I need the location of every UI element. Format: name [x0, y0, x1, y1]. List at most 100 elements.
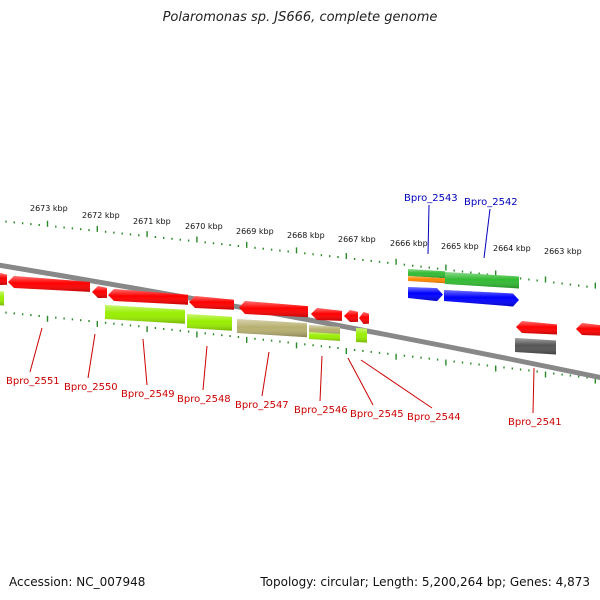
minor-tick: [13, 221, 15, 224]
minor-tick: [528, 369, 530, 372]
gene-2543-shading: [408, 287, 443, 302]
minor-tick: [212, 333, 215, 336]
gene-2542-shading: [444, 290, 519, 307]
minor-tick: [80, 319, 82, 322]
cog-lime-2549-shading: [105, 305, 185, 324]
minor-tick: [511, 367, 513, 370]
gene-2551-shading: [8, 276, 90, 292]
minor-tick: [519, 277, 522, 280]
cog-green-2542-shading: [445, 272, 519, 289]
minor-tick: [578, 375, 580, 378]
minor-tick: [237, 335, 240, 338]
minor-tick: [262, 338, 264, 341]
minor-tick: [503, 366, 505, 369]
minor-tick: [320, 345, 323, 348]
minor-tick: [38, 314, 40, 317]
gene-label[interactable]: Bpro_2550: [64, 382, 118, 393]
gene-label[interactable]: Bpro_2548: [177, 394, 231, 405]
cog-green-2543-shading: [408, 269, 445, 279]
minor-tick: [221, 334, 223, 337]
genome-backbone: [0, 262, 600, 381]
minor-tick: [362, 349, 364, 352]
gene-label[interactable]: Bpro_2547: [235, 400, 289, 411]
minor-tick: [63, 226, 65, 229]
minor-tick: [561, 282, 563, 285]
minor-tick: [428, 266, 430, 269]
gene-2550-shading: [92, 286, 107, 298]
gene-label[interactable]: Bpro_2546: [294, 405, 348, 416]
leader-line: [142, 338, 148, 386]
gene-label[interactable]: Bpro_2543: [404, 193, 458, 204]
minor-tick: [370, 259, 372, 262]
major-tick: [96, 225, 98, 232]
gene-2547-shading: [239, 301, 308, 318]
gene-right-edge-shading: [576, 323, 600, 336]
minor-tick: [486, 273, 489, 276]
gene-label[interactable]: Bpro_2545: [350, 409, 404, 420]
major-tick: [295, 247, 298, 254]
minor-tick: [80, 228, 82, 231]
minor-tick: [121, 232, 123, 235]
scale-label: 2671 kbp: [133, 217, 171, 226]
scale-label: 2672 kbp: [82, 211, 120, 220]
cog-lime-2544-shading: [356, 328, 367, 343]
gene-label[interactable]: Bpro_2542: [464, 197, 518, 208]
minor-tick: [287, 341, 289, 344]
minor-tick: [121, 323, 123, 326]
minor-tick: [5, 311, 7, 314]
minor-tick: [179, 238, 181, 241]
major-tick: [445, 359, 447, 366]
scale-label: 2664 kbp: [493, 244, 531, 253]
minor-tick: [71, 227, 74, 230]
minor-tick: [362, 258, 364, 261]
minor-tick: [486, 364, 489, 367]
minor-tick: [320, 254, 323, 257]
leader-line: [347, 357, 374, 406]
leader-line: [532, 367, 535, 414]
major-tick: [495, 270, 497, 277]
major-tick: [395, 353, 397, 360]
minor-tick: [536, 370, 538, 373]
gene-label[interactable]: Bpro_2551: [6, 376, 60, 387]
minor-tick: [71, 318, 74, 321]
minor-tick: [229, 335, 231, 338]
minor-tick: [519, 368, 522, 371]
major-tick: [345, 253, 347, 260]
minor-tick: [30, 223, 32, 226]
minor-tick: [21, 222, 24, 225]
minor-tick: [63, 317, 65, 320]
minor-tick: [378, 260, 381, 263]
minor-tick: [5, 220, 7, 223]
minor-tick: [279, 340, 281, 343]
minor-tick: [387, 352, 389, 355]
leader-line: [360, 359, 433, 409]
scale-label: 2669 kbp: [236, 227, 274, 236]
minor-tick: [436, 267, 439, 270]
minor-tick: [237, 244, 240, 247]
gene-label[interactable]: Bpro_2541: [508, 417, 562, 428]
major-tick: [246, 336, 248, 343]
minor-tick: [204, 241, 206, 244]
minor-tick: [569, 374, 572, 377]
scale-label: 2670 kbp: [185, 222, 223, 231]
minor-tick: [470, 362, 472, 365]
gene-label[interactable]: Bpro_2549: [121, 389, 175, 400]
minor-tick: [478, 272, 480, 275]
major-tick: [196, 331, 198, 338]
minor-tick: [129, 324, 132, 327]
leader-line: [261, 351, 270, 397]
minor-tick: [312, 344, 314, 347]
minor-tick: [55, 316, 57, 319]
minor-tick: [138, 325, 140, 328]
inner-tick-ring: [5, 311, 596, 384]
major-tick: [544, 276, 547, 283]
leader-line: [202, 345, 208, 391]
minor-tick: [436, 358, 439, 361]
gene-label[interactable]: Bpro_2544: [407, 412, 461, 423]
major-tick: [544, 371, 547, 378]
minor-tick: [187, 239, 190, 242]
minor-tick: [270, 248, 273, 251]
minor-tick: [478, 363, 480, 366]
minor-tick: [187, 330, 190, 333]
